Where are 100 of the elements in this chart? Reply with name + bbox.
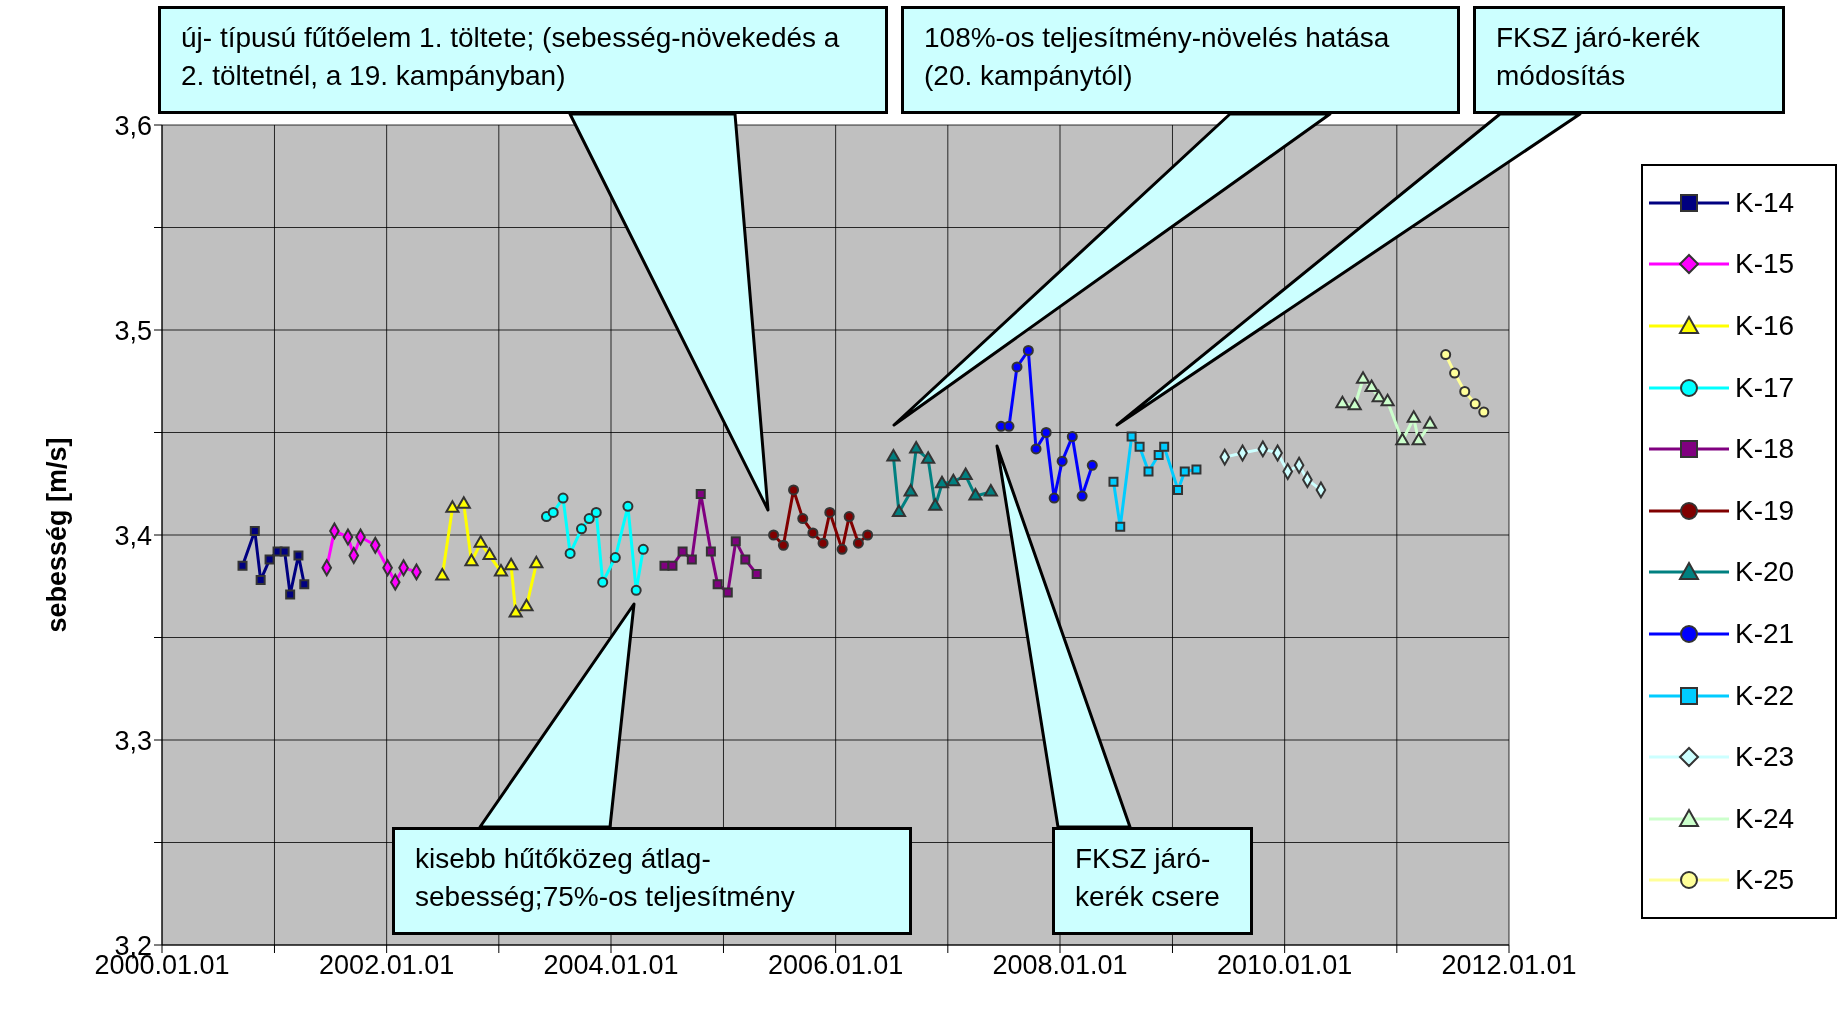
point: [824, 506, 836, 518]
point: [1143, 466, 1154, 477]
text: új- típusú fűtőelem 1. töltete; (sebesség-növekedés a 2. töltetnél, a 19. kampányban): [158, 6, 888, 114]
point: [891, 504, 907, 517]
point: [590, 506, 602, 518]
legend-label: K-19: [1735, 494, 1795, 527]
point: [519, 598, 534, 612]
point: [722, 587, 733, 598]
point: [435, 567, 450, 581]
point: [529, 555, 544, 569]
point: [686, 554, 697, 565]
point: [712, 579, 723, 590]
point: [1364, 379, 1379, 392]
point: [1371, 389, 1386, 403]
point: [285, 589, 296, 600]
point: [1459, 385, 1471, 398]
point: [293, 550, 304, 561]
legend-label: K-14: [1735, 186, 1795, 219]
point: [1066, 431, 1078, 443]
point: [797, 513, 809, 525]
point: [609, 552, 621, 564]
legend-label: K-18: [1735, 433, 1795, 466]
point: [1395, 432, 1410, 446]
point: [1347, 397, 1362, 411]
x-tick-label: 2010.01.01: [1217, 950, 1353, 981]
point: [264, 554, 275, 565]
point: [1191, 464, 1202, 475]
annotation: FKSZ járó-kerék csere: [1052, 827, 1253, 935]
legend-label: K-21: [1735, 617, 1795, 650]
point: [921, 451, 936, 464]
x-tick-label: 2012.01.01: [1441, 950, 1577, 981]
point: [1449, 367, 1461, 379]
point: [630, 584, 642, 596]
point: [1179, 466, 1190, 477]
point: [473, 535, 488, 548]
point: [464, 553, 479, 567]
point: [768, 529, 780, 541]
point: [482, 547, 497, 561]
point: [983, 483, 998, 497]
point: [1406, 410, 1421, 423]
point: [852, 537, 864, 549]
point: [843, 511, 855, 523]
point: [1355, 371, 1371, 384]
point: [695, 489, 706, 499]
point: [504, 557, 519, 571]
point: [637, 543, 649, 555]
point: [1030, 443, 1042, 455]
annotation: kisebb hűtőközeg átlag-sebesség;75%-os teljesítmény: [392, 827, 912, 935]
point: [1335, 395, 1350, 409]
point: [1282, 463, 1294, 480]
point: [508, 604, 523, 618]
point: [946, 473, 961, 487]
y-tick-label: 3,6: [114, 110, 152, 141]
point: [249, 525, 260, 536]
x-tick-label: 2008.01.01: [992, 950, 1128, 981]
point: [1173, 484, 1184, 495]
point: [1134, 441, 1145, 452]
point: [1011, 361, 1023, 373]
x-tick-label: 2002.01.01: [319, 950, 455, 981]
point: [740, 554, 751, 565]
point: [597, 576, 609, 588]
point: [751, 568, 762, 579]
point: [456, 496, 471, 509]
point: [807, 527, 819, 539]
point: [862, 529, 874, 541]
point: [255, 575, 266, 586]
point: [1003, 420, 1015, 432]
text: FKSZ járó-kerék módosítás: [1473, 6, 1785, 114]
point: [1022, 344, 1034, 357]
point: [1115, 521, 1126, 532]
point: [928, 498, 943, 511]
point: [1126, 431, 1137, 442]
point: [1153, 450, 1164, 461]
point: [934, 475, 950, 489]
legend-label: K-15: [1735, 248, 1795, 281]
point: [348, 547, 360, 564]
legend-label: K-22: [1735, 679, 1795, 712]
y-tick-label: 3,5: [114, 315, 152, 346]
point: [1076, 490, 1088, 502]
point: [777, 539, 789, 551]
point: [836, 543, 848, 555]
y-axis-title: sebesség [m/s]: [41, 437, 72, 633]
point: [667, 560, 678, 571]
point: [1056, 455, 1068, 467]
point: [1380, 393, 1395, 407]
point: [547, 506, 559, 518]
point: [968, 488, 983, 501]
point: [1422, 416, 1438, 429]
point: [557, 492, 569, 504]
point: [1048, 492, 1060, 504]
y-tick-label: 3,4: [114, 520, 152, 551]
legend-label: K-23: [1735, 741, 1795, 774]
point: [886, 449, 901, 462]
point: [677, 546, 688, 557]
point: [909, 440, 924, 454]
legend-label: K-24: [1735, 802, 1795, 835]
point: [237, 560, 248, 571]
text: 108%-os teljesítmény-növelés hatása (20. kampánytól): [901, 6, 1460, 114]
point: [730, 536, 741, 547]
point: [1086, 459, 1098, 471]
